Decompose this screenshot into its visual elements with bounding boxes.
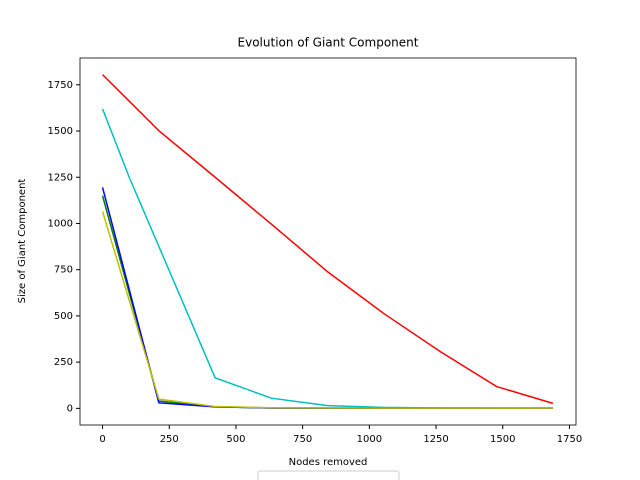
series-line <box>101 187 553 409</box>
x-tick-label: 1750 <box>557 434 582 445</box>
series-line <box>102 74 554 405</box>
series-line <box>101 195 553 409</box>
legend-box <box>257 470 400 480</box>
x-tick-label: 1500 <box>490 434 515 445</box>
y-axis-label: Size of Giant Component <box>17 179 28 304</box>
y-tick-label: 750 <box>54 265 73 276</box>
plot-frame <box>79 57 577 426</box>
x-tick-label: 1000 <box>357 434 382 445</box>
series-line <box>101 108 553 409</box>
x-tick-label: 250 <box>160 434 179 445</box>
y-tick-label: 1000 <box>48 218 73 229</box>
y-tick-label: 1750 <box>48 80 73 91</box>
y-tick-label: 1500 <box>48 126 73 137</box>
x-tick-label: 1250 <box>423 434 448 445</box>
series-line <box>101 211 553 409</box>
x-axis-label: Nodes removed <box>289 457 368 468</box>
x-tick-label: 750 <box>293 434 312 445</box>
chart-title: Evolution of Giant Component <box>238 36 419 50</box>
y-tick-label: 1250 <box>48 172 73 183</box>
x-tick-label: 500 <box>226 434 245 445</box>
x-tick-label: 0 <box>99 434 105 445</box>
y-tick-label: 250 <box>54 357 73 368</box>
y-tick-label: 0 <box>67 403 73 414</box>
y-tick-label: 500 <box>54 311 73 322</box>
